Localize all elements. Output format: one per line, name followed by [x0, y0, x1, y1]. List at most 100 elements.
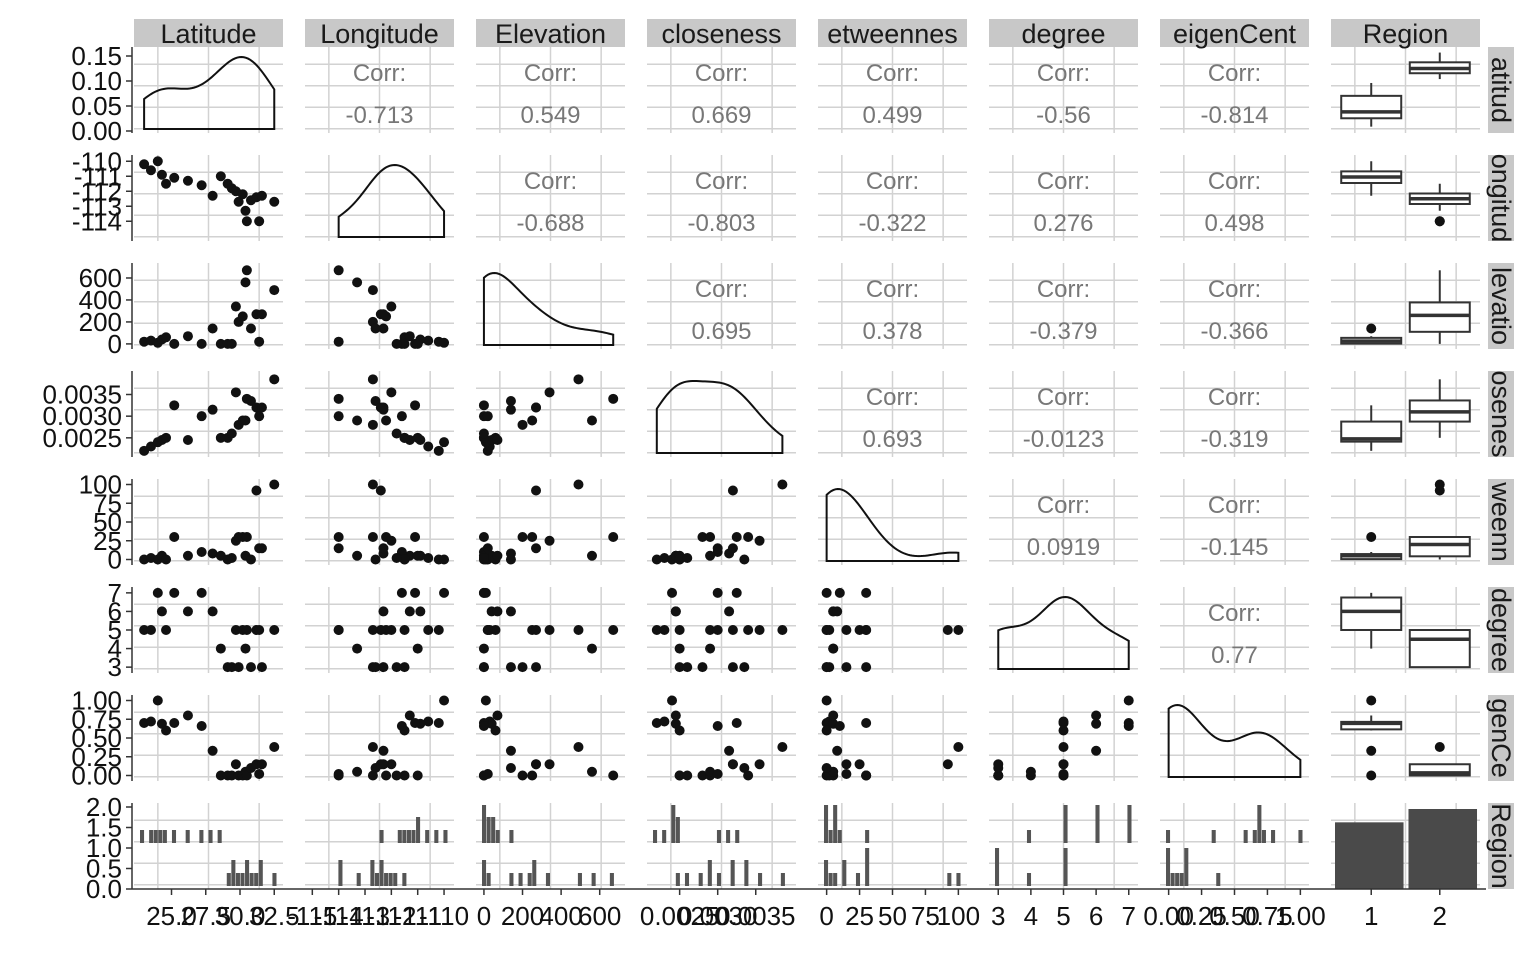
- scatter-point: [391, 553, 402, 563]
- histogram-bar: [249, 873, 254, 886]
- x-tick-label: -114: [314, 901, 364, 931]
- scatter-point: [712, 625, 723, 635]
- histogram-bar: [370, 860, 375, 886]
- scatter-point: [230, 625, 241, 635]
- scatter-point: [412, 550, 423, 561]
- histogram-bar: [824, 860, 829, 886]
- scatter-point: [196, 338, 207, 349]
- box-iqr: [1408, 536, 1471, 558]
- y-tick-label: 3: [108, 652, 122, 682]
- scatter-point: [821, 695, 832, 706]
- histogram-bar: [158, 830, 163, 843]
- scatter-point: [705, 766, 716, 777]
- corr-value: 0.499: [862, 102, 922, 129]
- scatter-point: [375, 485, 386, 496]
- scatter-point: [415, 606, 426, 617]
- scatter-point: [490, 625, 501, 635]
- x-tick-label: -113: [340, 901, 390, 931]
- scatter-point: [828, 643, 839, 654]
- scatter-point: [207, 190, 218, 201]
- scatter-point: [215, 338, 226, 349]
- histogram-bar: [153, 830, 158, 843]
- scatter-point: [573, 374, 584, 385]
- density-betweenness: [825, 487, 960, 562]
- strip-right-label-betweenness: weenn: [1486, 481, 1516, 562]
- scatter-point: [182, 331, 193, 342]
- histogram-bar: [482, 860, 487, 886]
- scatter-point: [233, 662, 244, 673]
- scatter-point: [182, 550, 193, 561]
- corr-value: 0.693: [862, 426, 922, 453]
- y-tick-label: 400: [79, 285, 122, 315]
- scatter-point: [233, 196, 244, 207]
- scatter-point: [391, 338, 402, 349]
- scatter-point: [482, 411, 493, 422]
- scatter-point: [352, 766, 363, 777]
- scatter-point: [1123, 721, 1134, 731]
- scatter-point: [161, 432, 172, 443]
- scatter-point: [256, 309, 267, 320]
- scatter-point: [404, 606, 415, 617]
- strip-right-betweenness: [1488, 479, 1514, 565]
- scatter-point: [659, 553, 670, 563]
- y-tick-label: 0.75: [71, 704, 122, 734]
- scatter-point: [482, 769, 493, 779]
- histogram-bar: [379, 860, 384, 886]
- scatter-point: [586, 550, 597, 561]
- scatter-point: [156, 606, 167, 617]
- histogram-bar: [1175, 873, 1180, 886]
- scatter-point: [727, 662, 738, 673]
- scatter-point: [256, 759, 267, 770]
- histogram-bar: [235, 873, 240, 886]
- histogram-bar: [393, 873, 398, 886]
- mark-layer: [139, 52, 1478, 889]
- scatter-point: [743, 625, 754, 635]
- y-tick-label: 1.00: [71, 686, 122, 716]
- corr-value: 0.498: [1204, 210, 1264, 237]
- scatter-point: [517, 770, 528, 781]
- x-tick-label: 6: [1089, 901, 1103, 931]
- scatter-point: [333, 769, 344, 779]
- scatter-point: [182, 435, 193, 445]
- scatter-point: [381, 415, 392, 426]
- corr-value: 0.0919: [1027, 534, 1100, 561]
- histogram-bar: [397, 830, 402, 843]
- scatter-point: [608, 625, 619, 635]
- strip-right-label-Longitude: ongitud: [1486, 154, 1516, 243]
- histogram-bar: [1026, 830, 1032, 843]
- scatter-point: [182, 710, 193, 721]
- scatter-point: [378, 745, 389, 756]
- strip-right-Region: [1488, 803, 1514, 889]
- scatter-point: [478, 662, 489, 673]
- histogram-bar: [735, 830, 740, 843]
- box-iqr: [1340, 596, 1403, 631]
- histogram-bar: [374, 873, 379, 886]
- scatter-point: [478, 643, 489, 654]
- scatter-point: [573, 625, 584, 635]
- scatter-point: [254, 625, 265, 635]
- scatter-point: [378, 759, 389, 770]
- histogram-bar: [865, 830, 870, 843]
- y-tick-label: 2.0: [86, 792, 122, 822]
- scatter-point: [727, 485, 738, 496]
- corr-label: Corr:: [866, 60, 919, 87]
- y-tick-label: 1.5: [86, 813, 122, 843]
- scatter-point: [169, 400, 180, 411]
- histogram-bar: [162, 830, 167, 843]
- scatter-point: [1025, 766, 1036, 777]
- scatter-point: [505, 662, 516, 673]
- strip-right-label-eigenCent: genCe: [1486, 698, 1516, 778]
- scatter-point: [478, 532, 489, 542]
- histogram-bar: [1252, 830, 1257, 843]
- scatter-point: [378, 323, 389, 334]
- scatter-point: [841, 662, 852, 673]
- scatter-point: [241, 770, 252, 781]
- histogram-bar: [545, 873, 550, 886]
- histogram-bar: [837, 830, 842, 843]
- corr-label: Corr:: [524, 168, 577, 195]
- scatter-point: [492, 435, 503, 445]
- scatter-point: [240, 415, 251, 426]
- x-tick-label: -111: [394, 901, 442, 931]
- histogram-bar: [758, 873, 763, 886]
